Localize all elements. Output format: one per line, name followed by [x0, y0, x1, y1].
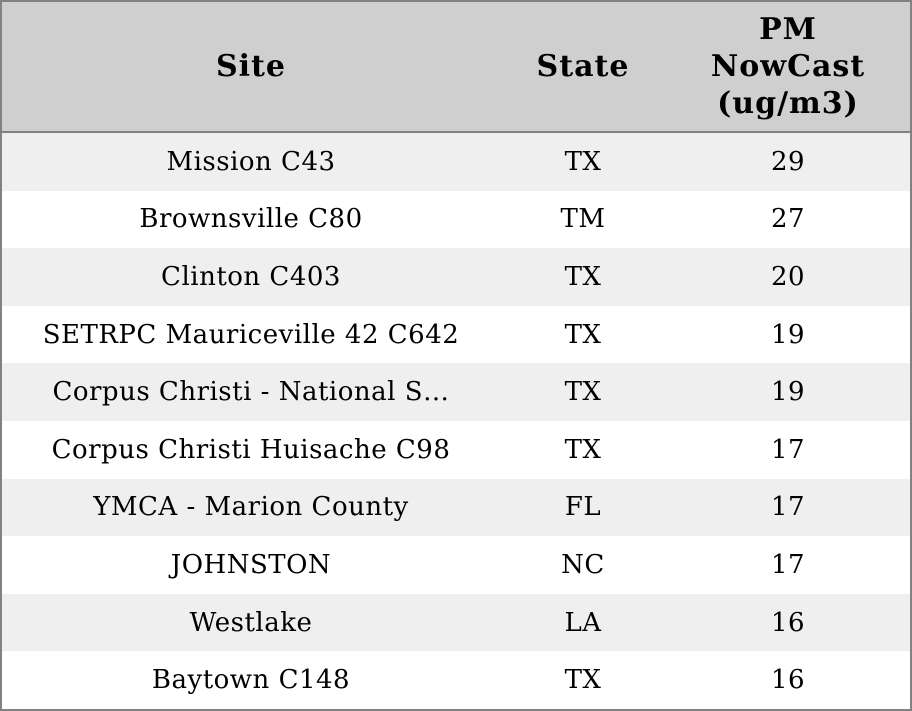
table-row: Corpus Christi Huisache C98 TX 17 [2, 420, 910, 479]
state-cell: TM [560, 204, 606, 235]
table-row: Clinton C403 TX 20 [2, 248, 910, 306]
site-cell: Clinton C403 [161, 261, 341, 292]
table-row: Brownsville C80 TM 27 [2, 190, 910, 249]
state-cell: TX [564, 377, 602, 408]
state-cell: TX [564, 434, 602, 465]
table-header-row: Site State PM NowCast (ug/m3) [2, 2, 910, 133]
site-cell: Corpus Christi - National S… [52, 377, 450, 408]
table-row: YMCA - Marion County FL 17 [2, 478, 910, 537]
pm-nowcast-cell: 29 [770, 146, 806, 177]
table-body: Mission C43 TX 29 Brownsville C80 TM 27 … [2, 133, 910, 709]
state-cell: LA [564, 607, 602, 638]
column-header-state: State [536, 49, 630, 84]
site-cell: Baytown C148 [151, 665, 351, 696]
column-header-site: Site [215, 49, 286, 84]
site-cell: Brownsville C80 [139, 204, 363, 235]
table-row: Corpus Christi - National S… TX 19 [2, 363, 910, 421]
state-cell: NC [561, 549, 605, 580]
state-cell: TX [564, 319, 602, 350]
site-cell: Mission C43 [166, 146, 336, 177]
site-cell: YMCA - Marion County [93, 492, 409, 523]
pm-nowcast-cell: 20 [770, 261, 806, 292]
pm-nowcast-cell: 19 [770, 377, 806, 408]
column-header-pm-nowcast-label: PM NowCast (ug/m3) [710, 12, 866, 121]
pm-nowcast-cell: 16 [770, 607, 806, 638]
site-cell: SETRPC Mauriceville 42 C642 [42, 319, 460, 350]
site-cell: JOHNSTON [170, 549, 332, 580]
state-cell: TX [564, 261, 602, 292]
state-cell: TX [564, 146, 602, 177]
pm-nowcast-cell: 16 [770, 665, 806, 696]
table-row: Westlake LA 16 [2, 593, 910, 652]
pm-nowcast-cell: 17 [770, 492, 806, 523]
table-row: JOHNSTON NC 17 [2, 536, 910, 594]
column-header-pm-nowcast: PM NowCast (ug/m3) [666, 11, 910, 122]
state-cell: TX [564, 665, 602, 696]
table-row: Mission C43 TX 29 [2, 133, 910, 191]
state-cell: FL [564, 492, 602, 523]
pm-nowcast-cell: 17 [770, 434, 806, 465]
table-row: SETRPC Mauriceville 42 C642 TX 19 [2, 305, 910, 364]
site-cell: Westlake [189, 607, 313, 638]
site-cell: Corpus Christi Huisache C98 [51, 434, 451, 465]
pm-nowcast-cell: 27 [770, 204, 806, 235]
table-row: Baytown C148 TX 16 [2, 651, 910, 709]
pm-nowcast-cell: 19 [770, 319, 806, 350]
pm-nowcast-cell: 17 [770, 549, 806, 580]
